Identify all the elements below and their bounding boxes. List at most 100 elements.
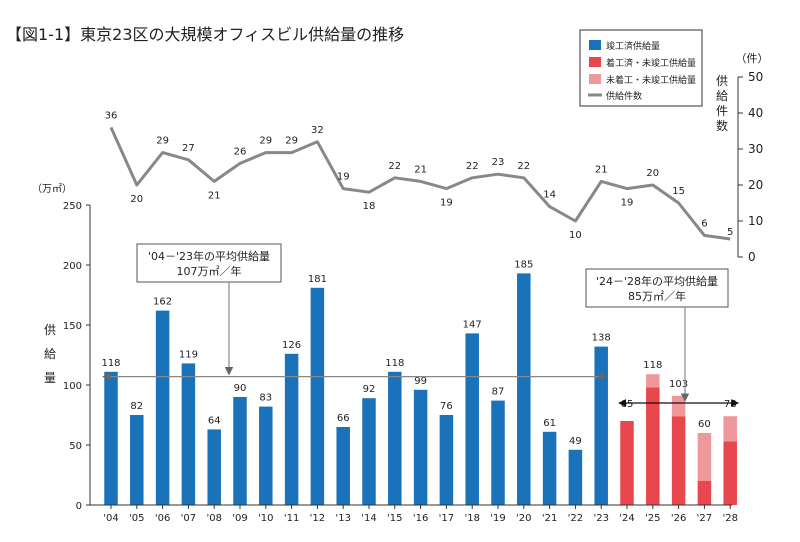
- bar-not-started: [671, 395, 686, 417]
- bar-completed: [284, 353, 299, 505]
- right-axis: （件） 0 10 20 30 40 50 供給件数: [716, 52, 769, 264]
- x-tick-label: '11: [284, 513, 299, 524]
- x-tick-label: '17: [439, 513, 454, 524]
- x-tick-label: '26: [671, 513, 686, 524]
- legend-swatch-completed: [589, 40, 601, 50]
- right-tick-label: 40: [748, 106, 763, 120]
- x-tick-label: '09: [232, 513, 247, 524]
- left-tick-label: 250: [63, 201, 82, 212]
- x-tick-label: '19: [490, 513, 505, 524]
- x-tick-label: '21: [542, 513, 557, 524]
- x-ticks: '04 '05 '06 '07 '08 '09 '10 '11 '12 '13 '14 '15 '16 '…: [103, 505, 738, 524]
- right-axis-title-char: 件: [716, 104, 728, 118]
- right-axis-unit: （件）: [736, 52, 769, 65]
- bar-under-construction: [620, 421, 634, 505]
- count-label: 22: [388, 161, 401, 172]
- count-label: 22: [466, 161, 479, 172]
- right-axis-title-char: 供: [716, 74, 728, 88]
- annotation-box-avg-2428: [585, 268, 729, 308]
- bar-value-label: 162: [153, 297, 172, 308]
- count-label: 19: [337, 172, 350, 183]
- bar-completed: [130, 415, 144, 505]
- bar-value-label: 49: [569, 436, 582, 447]
- bar-value-label: 87: [492, 387, 505, 398]
- right-tick-label: 10: [748, 214, 763, 228]
- bar-completed: [207, 429, 221, 505]
- bar-value-label: 90: [234, 383, 247, 394]
- bar-completed: [465, 333, 479, 505]
- x-tick-label: '07: [181, 513, 196, 524]
- count-label: 36: [105, 110, 118, 121]
- x-tick-label: '14: [361, 513, 376, 524]
- bar-under-construction: [646, 387, 660, 505]
- x-tick-label: '04: [103, 513, 118, 524]
- count-label: 5: [727, 227, 733, 238]
- bar-completed: [517, 273, 531, 505]
- bar-value-label: 92: [363, 384, 376, 395]
- bar-completed: [542, 431, 557, 505]
- count-label: 22: [517, 161, 530, 172]
- count-labels: 36 20 29 27 21 26 29 29 32 19 18 22 21 19 22 23 22 14 10 21…: [105, 110, 734, 241]
- bar-completed: [491, 400, 505, 505]
- left-axis: （万㎡） 0 50 100 150 200 250 供給量: [32, 183, 91, 512]
- x-tick-label: '18: [464, 513, 479, 524]
- count-label: 21: [595, 164, 608, 175]
- count-label: 18: [363, 201, 376, 212]
- chart-title: 【図1-1】東京23区の大規模オフィスビル供給量の推移: [6, 25, 404, 44]
- left-tick-label: 150: [63, 321, 82, 332]
- chart-legend: 竣工済供給量 着工済・未竣工供給量 未着工・未竣工供給量 供給件数: [579, 29, 703, 107]
- legend-label-completed: 竣工済供給量: [606, 40, 660, 52]
- left-tick-label: 200: [63, 261, 82, 272]
- x-tick-label: '25: [645, 513, 660, 524]
- count-label: 14: [543, 190, 556, 201]
- count-label: 21: [208, 190, 221, 201]
- x-tick-label: '16: [413, 513, 428, 524]
- bar-value-label: 83: [259, 393, 272, 404]
- bar-under-construction: [671, 416, 686, 505]
- bar-completed: [104, 371, 118, 505]
- bar-value-label: 181: [308, 274, 327, 285]
- bar-value-label: 118: [101, 358, 120, 369]
- bar-value-label: 126: [282, 340, 301, 351]
- count-line-layer: [109, 126, 731, 241]
- x-tick-label: '06: [155, 513, 170, 524]
- bar-completed: [439, 415, 454, 505]
- bar-value-label: 65: [621, 399, 634, 410]
- bar-value-label: 64: [208, 415, 221, 426]
- annotation-text-avg-0423-line1: '04－'23年の平均供給量: [148, 249, 270, 263]
- right-axis-title-char: 給: [716, 89, 728, 103]
- count-label: 23: [492, 157, 505, 168]
- left-tick-label: 100: [63, 381, 82, 392]
- count-label: 21: [414, 164, 427, 175]
- bar-value-label: 185: [514, 259, 533, 270]
- bar-value-label: 60: [698, 419, 711, 430]
- x-tick-label: '13: [335, 513, 350, 524]
- count-label: 10: [569, 230, 582, 241]
- bar-completed: [594, 346, 608, 505]
- bar-value-label: 138: [592, 333, 611, 344]
- x-tick-label: '20: [516, 513, 531, 524]
- annotation-box-avg-0423: [136, 243, 282, 283]
- annotations: '04－'23年の平均供給量 107万㎡／年 '24－'28年の平均供給量 85…: [102, 243, 739, 407]
- x-tick-label: '12: [310, 513, 325, 524]
- count-label: 20: [130, 194, 143, 205]
- bar-value-label: 118: [643, 360, 662, 371]
- bar-completed: [181, 363, 196, 505]
- right-axis-title-char: 数: [716, 118, 728, 133]
- count-label: 6: [701, 218, 707, 229]
- annotation-text-avg-0423-line2: 107万㎡／年: [177, 264, 242, 278]
- x-tick-label: '28: [722, 513, 737, 524]
- bar-completed: [336, 427, 350, 505]
- bar-value-label: 82: [130, 401, 143, 412]
- bar-completed: [259, 406, 273, 505]
- x-tick-label: '15: [387, 513, 402, 524]
- bar-completed: [388, 371, 402, 505]
- x-tick-label: '22: [568, 513, 583, 524]
- bar-value-label: 76: [440, 401, 453, 412]
- count-label: 19: [621, 198, 634, 209]
- left-axis-title-char: 量: [44, 371, 56, 385]
- count-label: 29: [259, 136, 272, 147]
- bar-under-construction: [697, 481, 712, 505]
- annotation-text-avg-2428-line1: '24－'28年の平均供給量: [596, 274, 718, 288]
- bar-value-label: 147: [463, 319, 482, 330]
